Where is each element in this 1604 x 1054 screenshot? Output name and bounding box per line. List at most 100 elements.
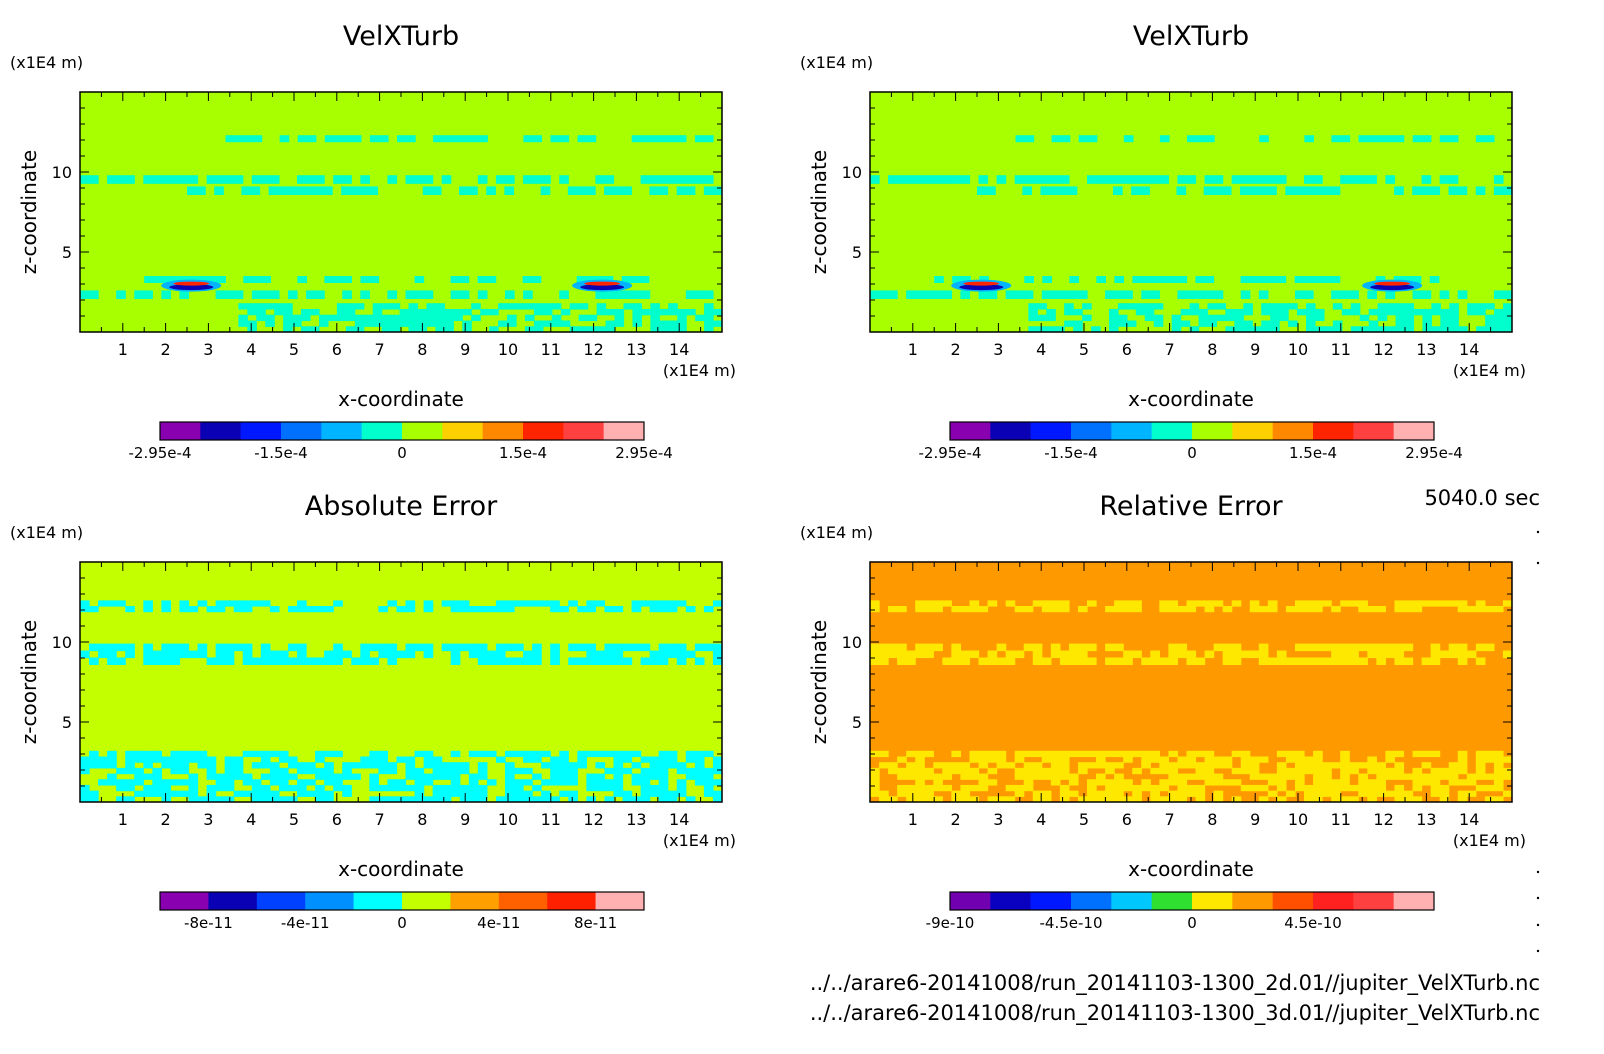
- contour-cell: [1064, 303, 1074, 310]
- contour-cell: [924, 773, 934, 780]
- x-tick-label: 5: [1079, 810, 1089, 829]
- contour-cell: [1429, 276, 1440, 283]
- contour-cell: [390, 320, 401, 327]
- contour-cell: [559, 606, 569, 613]
- contour-cell: [278, 784, 289, 792]
- contour-cell: [1078, 135, 1089, 143]
- contour-cell: [1421, 779, 1432, 786]
- y-tick-label: 5: [62, 243, 72, 262]
- contour-cell: [649, 790, 660, 797]
- contour-cell: [310, 308, 320, 316]
- contour-cell: [640, 790, 651, 797]
- contour-cell: [1041, 290, 1052, 299]
- contour-cell: [504, 643, 515, 652]
- contour-cell: [915, 779, 925, 786]
- contour-cell: [631, 290, 642, 299]
- contour-cell: [170, 779, 181, 786]
- contour-cell: [703, 643, 714, 652]
- contour-cell: [879, 750, 889, 758]
- contour-cell: [631, 779, 642, 786]
- contour-cell: [432, 756, 443, 763]
- contour-cell: [1285, 657, 1296, 665]
- contour-cell: [1014, 650, 1025, 659]
- contour-cell: [297, 790, 307, 797]
- contour-cell: [242, 606, 253, 613]
- contour-cell: [541, 175, 551, 184]
- contour-cell: [1312, 276, 1323, 283]
- y-tick-label: 5: [62, 713, 72, 732]
- x-tick-label: 12: [1373, 340, 1393, 359]
- contour-cell: [960, 796, 971, 802]
- contour-cell: [897, 767, 907, 775]
- contour-cell: [1430, 784, 1441, 792]
- contour-cell: [1195, 762, 1206, 769]
- contour-cell: [444, 314, 454, 322]
- contour-cell: [269, 779, 280, 786]
- contour-cell: [568, 779, 578, 786]
- contour-cell: [577, 762, 587, 769]
- contour-cell: [354, 303, 365, 310]
- contour-cell: [1313, 643, 1323, 652]
- colorbar-swatch: [1030, 892, 1072, 910]
- contour-cell: [287, 756, 298, 763]
- contour-cell: [1306, 314, 1316, 322]
- contour-cell: [1304, 600, 1314, 607]
- contour-cell: [441, 643, 452, 652]
- contour-cell: [152, 790, 162, 797]
- contour-cell: [1082, 303, 1092, 310]
- contour-cell: [933, 773, 943, 780]
- contour-cell: [712, 779, 722, 786]
- contour-cell: [206, 606, 217, 613]
- colorbar-label: -2.95e-4: [919, 444, 982, 462]
- contour-cell: [1349, 762, 1359, 769]
- contour-cell: [1386, 303, 1397, 310]
- contour-cell: [265, 320, 275, 327]
- contour-cell: [870, 650, 880, 659]
- contour-cell: [1331, 784, 1341, 792]
- contour-cell: [1412, 796, 1423, 802]
- contour-cell: [206, 175, 217, 184]
- contour-cell: [1485, 303, 1495, 310]
- contour-cell: [676, 643, 687, 652]
- contour-cell: [1114, 750, 1124, 758]
- contour-cell: [170, 750, 181, 758]
- contour-cell: [1448, 135, 1459, 143]
- contour-cell: [1068, 657, 1079, 665]
- contour-cell: [595, 762, 606, 769]
- contour-cell: [369, 784, 379, 792]
- contour-cell: [1421, 657, 1432, 665]
- contour-cell: [1123, 175, 1133, 184]
- contour-cell: [1313, 762, 1323, 769]
- contour-cell: [1204, 767, 1215, 775]
- colorbar-swatch: [1030, 422, 1072, 440]
- contour-cell: [459, 784, 470, 792]
- contour-cell: [98, 643, 108, 652]
- contour-cell: [1258, 276, 1269, 283]
- contour-cell: [1403, 796, 1414, 802]
- contour-cell: [116, 600, 126, 607]
- x-tick-label: 2: [161, 810, 171, 829]
- contour-cell: [387, 657, 398, 665]
- contour-cell: [1484, 796, 1495, 802]
- contour-cell: [1340, 767, 1350, 775]
- contour-cell: [1404, 314, 1415, 322]
- contour-cell: [1261, 320, 1271, 327]
- contour-cell: [1240, 290, 1251, 299]
- contour-cell: [1430, 643, 1441, 652]
- contour-cell: [1050, 750, 1061, 758]
- contour-cell: [933, 796, 943, 802]
- contour-cell: [1041, 600, 1052, 607]
- contour-cell: [161, 796, 172, 802]
- contour-cell: [414, 750, 425, 758]
- contour-cell: [604, 186, 614, 195]
- colorbar-swatch: [1313, 892, 1354, 910]
- contour-cell: [1421, 762, 1432, 769]
- contour-cell: [1331, 790, 1341, 797]
- contour-cell: [1475, 643, 1486, 652]
- contour-cell: [1123, 796, 1133, 802]
- contour-cell: [703, 784, 714, 792]
- contour-cell: [586, 643, 597, 652]
- contour-cell: [179, 779, 190, 786]
- contour-cell: [640, 773, 651, 780]
- contour-cell: [369, 779, 379, 786]
